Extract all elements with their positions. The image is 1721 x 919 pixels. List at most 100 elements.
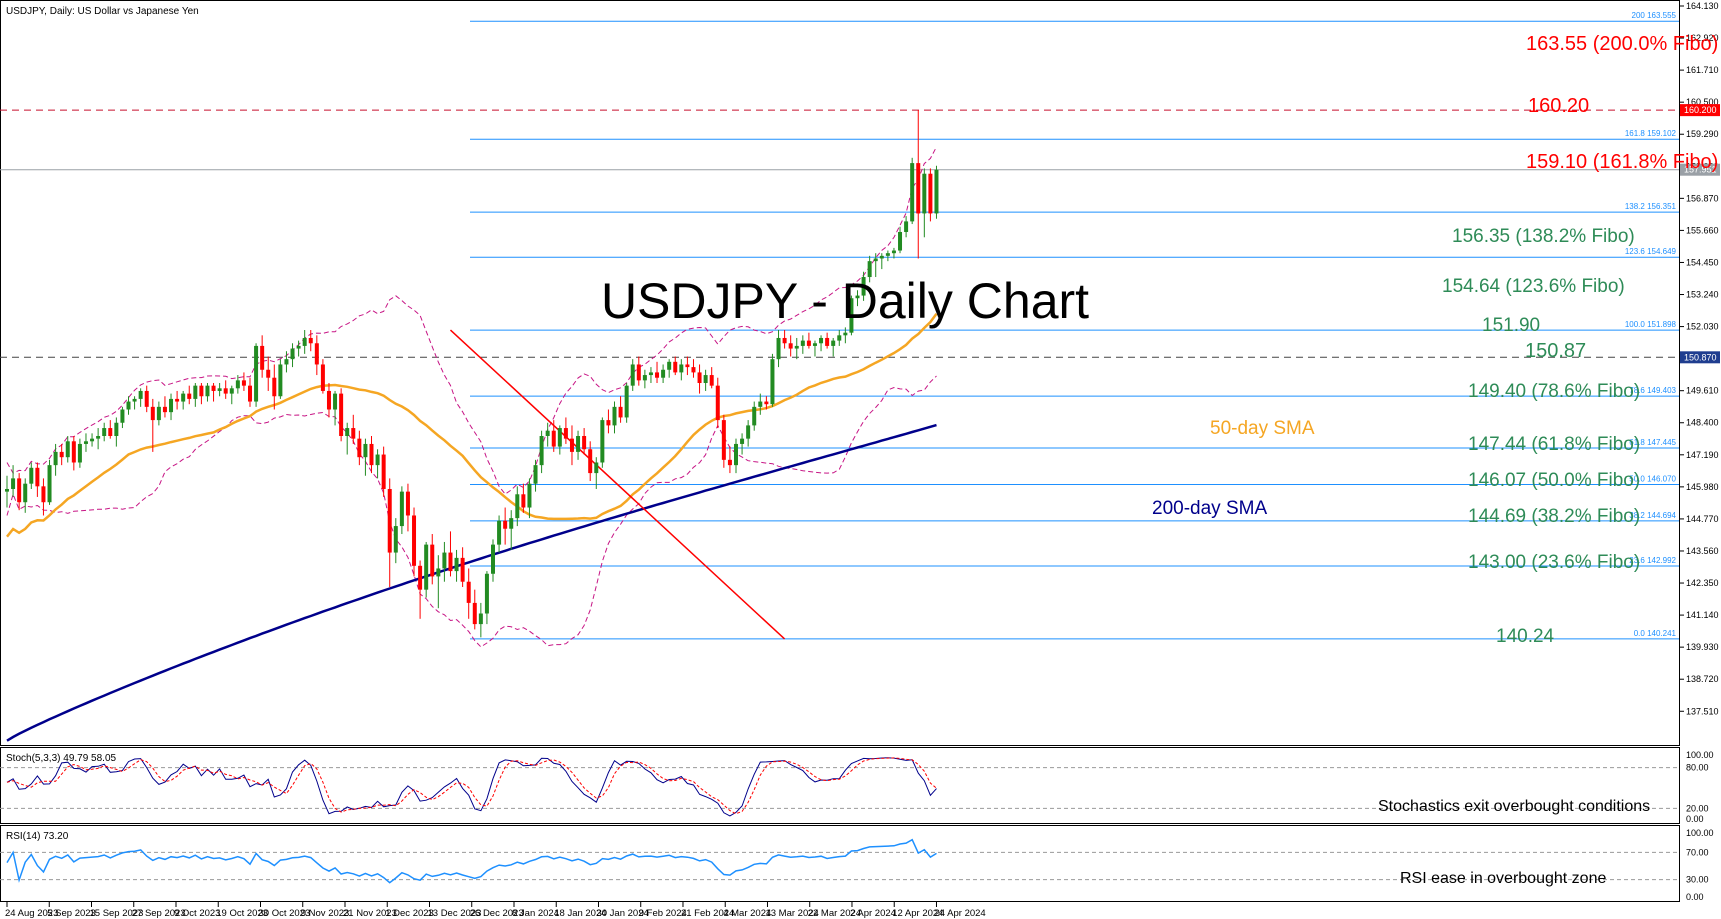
candle-body bbox=[199, 385, 204, 397]
candle bbox=[41, 478, 46, 516]
stoch-d-line bbox=[6, 757, 937, 815]
candle-body bbox=[934, 169, 939, 214]
candle-body bbox=[399, 491, 404, 527]
time-tick-label: 13 Dec 2023 bbox=[427, 908, 481, 919]
candle-body bbox=[181, 393, 186, 402]
fib-tag-100.0: 100.0 151.898 bbox=[1625, 320, 1677, 329]
candle bbox=[812, 340, 817, 357]
candle-body bbox=[254, 345, 259, 402]
price-badge-label: 160.200 bbox=[1684, 105, 1717, 115]
candle bbox=[503, 507, 508, 545]
fib-label-200: 163.55 (200.0% Fibo) bbox=[1526, 33, 1718, 55]
candle-body bbox=[673, 361, 678, 373]
price-tick-label: 147.190 bbox=[1686, 450, 1719, 460]
fib-label-100.0: 151.90 bbox=[1482, 315, 1540, 336]
candle bbox=[673, 356, 678, 376]
rsi-header: RSI(14) 73.20 bbox=[6, 831, 69, 842]
candle bbox=[734, 438, 738, 474]
fib-tag-200: 200 163.555 bbox=[1632, 11, 1677, 20]
candle bbox=[782, 330, 787, 349]
price-tick-label: 149.610 bbox=[1686, 386, 1719, 396]
candle bbox=[59, 443, 64, 466]
candle bbox=[466, 568, 471, 619]
candle bbox=[727, 446, 732, 474]
candle-body bbox=[697, 372, 702, 384]
time-tick-label: 1 Dec 2023 bbox=[385, 908, 434, 919]
candle bbox=[326, 383, 331, 418]
candle-body bbox=[831, 340, 836, 346]
candle-body bbox=[752, 406, 757, 426]
candle-body bbox=[90, 438, 95, 442]
stoch-k-line bbox=[6, 757, 937, 817]
candle-body bbox=[515, 494, 520, 519]
candle bbox=[175, 390, 180, 410]
candle bbox=[229, 385, 234, 405]
candle-body bbox=[345, 428, 350, 436]
candle bbox=[248, 377, 252, 407]
stoch-tick-label: 80.00 bbox=[1686, 763, 1709, 773]
candle-body bbox=[448, 552, 453, 572]
candle bbox=[594, 457, 599, 489]
sma-200-line bbox=[6, 423, 937, 742]
time-tick-label: 26 Dec 2023 bbox=[470, 908, 524, 919]
candle bbox=[491, 539, 495, 582]
fib-label-23.6: 143.00 (23.6% Fibo) bbox=[1468, 552, 1640, 573]
fib-label-38.2: 144.69 (38.2% Fibo) bbox=[1468, 506, 1640, 527]
candle-body bbox=[910, 163, 915, 222]
price-tick-label: 164.130 bbox=[1686, 1, 1719, 11]
candle bbox=[181, 390, 186, 410]
time-tick-label: 4 Mar 2024 bbox=[723, 908, 771, 919]
candle bbox=[339, 388, 344, 442]
candle bbox=[23, 478, 28, 513]
fib-label-50.0: 146.07 (50.0% Fibo) bbox=[1468, 470, 1640, 491]
candle bbox=[551, 420, 556, 452]
candle-body bbox=[235, 380, 240, 389]
price-tick-label: 144.770 bbox=[1686, 514, 1719, 524]
candle bbox=[314, 335, 319, 376]
candle-body bbox=[65, 441, 70, 458]
sma50-label: 50-day SMA bbox=[1210, 418, 1315, 439]
rsi-tick-label: 30.00 bbox=[1686, 875, 1709, 885]
candle bbox=[806, 332, 811, 349]
candle bbox=[199, 383, 204, 405]
price-tick-label: 161.710 bbox=[1686, 65, 1719, 75]
candle-body bbox=[47, 465, 52, 503]
candle bbox=[412, 507, 417, 577]
candle-body bbox=[703, 375, 708, 384]
candle bbox=[108, 420, 113, 439]
candle-body bbox=[776, 337, 781, 360]
candle bbox=[357, 430, 362, 466]
candle-body bbox=[260, 345, 265, 370]
price-tick-label: 141.140 bbox=[1686, 610, 1719, 620]
candle bbox=[618, 396, 623, 423]
candle bbox=[150, 398, 155, 452]
time-tick-label: 13 Mar 2024 bbox=[765, 908, 818, 919]
candle-body bbox=[667, 361, 672, 370]
fib-label-123.6: 154.64 (123.6% Fibo) bbox=[1442, 276, 1625, 297]
price-tick-label: 143.560 bbox=[1686, 546, 1719, 556]
candle bbox=[205, 383, 210, 402]
candle-body bbox=[308, 337, 313, 344]
candle bbox=[442, 541, 447, 582]
candle-body bbox=[630, 364, 635, 386]
candle-body bbox=[746, 425, 751, 439]
candle bbox=[776, 330, 781, 368]
candle-body bbox=[175, 398, 180, 402]
candle bbox=[642, 369, 647, 389]
candle bbox=[47, 459, 52, 505]
candle-body bbox=[879, 255, 884, 259]
candle bbox=[497, 515, 502, 553]
candle-body bbox=[527, 483, 532, 508]
candle-body bbox=[563, 428, 568, 439]
candle bbox=[436, 555, 441, 609]
candle-body bbox=[867, 261, 872, 278]
candle bbox=[363, 438, 368, 476]
candle-body bbox=[843, 332, 848, 336]
candle bbox=[308, 330, 313, 352]
fib-tag-138.2: 138.2 156.351 bbox=[1625, 202, 1677, 211]
candle bbox=[612, 401, 617, 434]
fib-tag-38.2: 38.2 144.694 bbox=[1629, 511, 1676, 520]
candle bbox=[600, 417, 605, 468]
candle bbox=[393, 518, 398, 564]
price-tick-label: 155.660 bbox=[1686, 225, 1719, 235]
